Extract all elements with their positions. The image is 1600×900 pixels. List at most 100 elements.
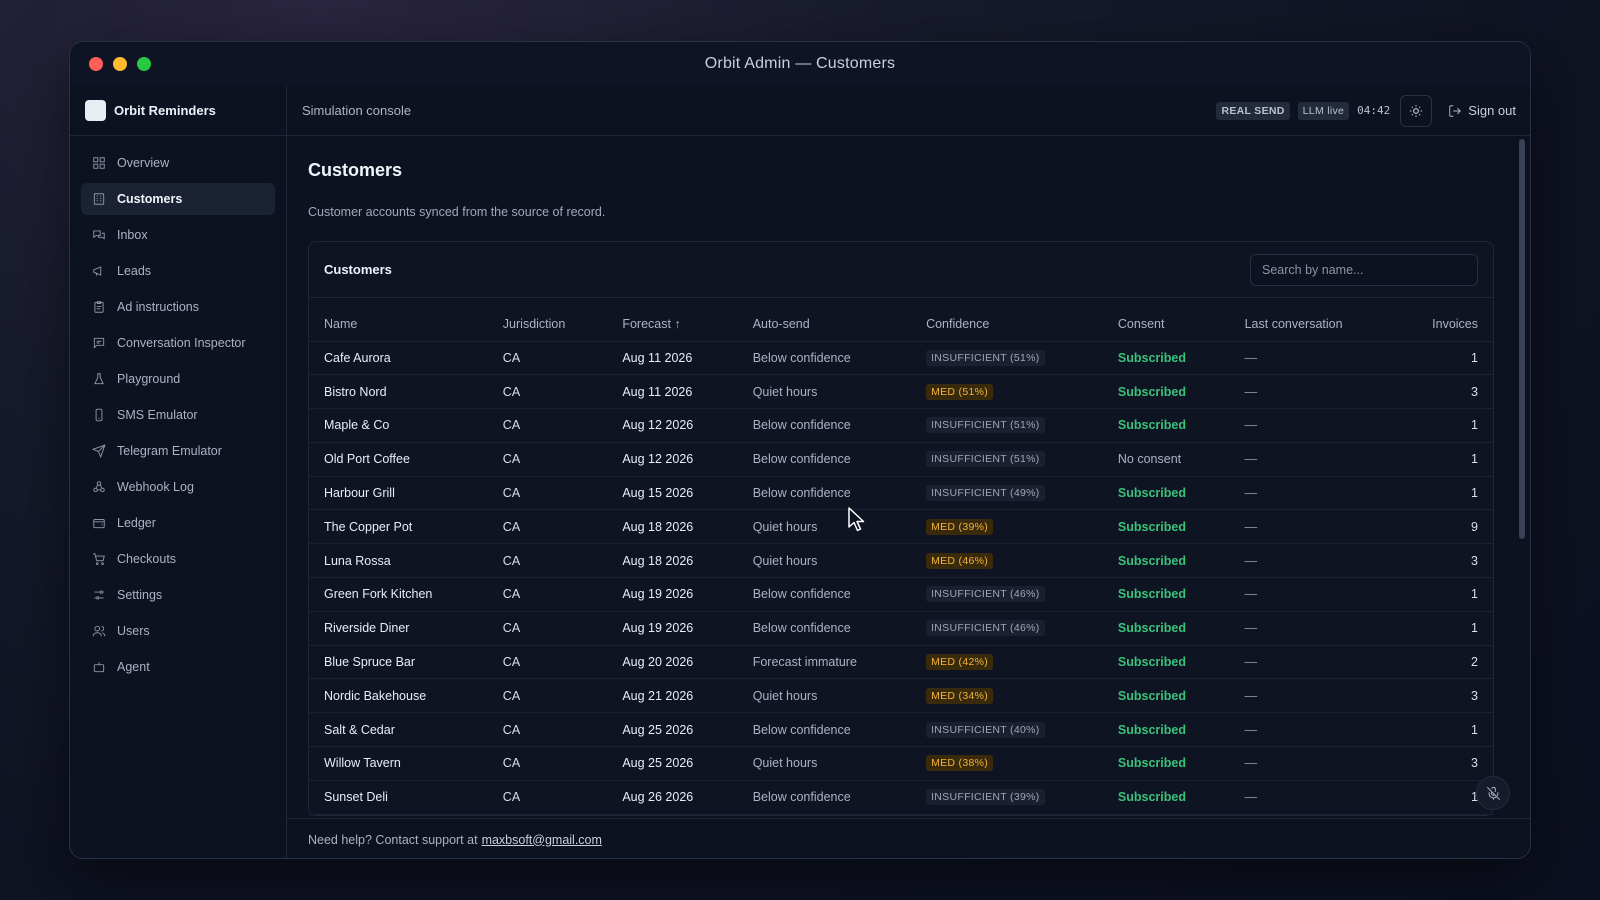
cell-last: —	[1229, 341, 1395, 376]
cell-jurisdiction: CA	[487, 577, 608, 612]
sidebar-item-customers[interactable]: Customers	[81, 183, 275, 215]
breadcrumb: Simulation console	[302, 103, 412, 118]
table-row[interactable]: Riverside Diner CA Aug 19 2026 Below confid…	[309, 611, 1493, 646]
column-header[interactable]: Jurisdiction	[487, 308, 608, 342]
mic-toggle-button[interactable]	[1476, 776, 1510, 810]
cell-confidence: INSUFFICIENT (46%)	[911, 611, 1103, 646]
confidence-badge: MED (38%)	[926, 755, 994, 772]
column-header[interactable]: Last conversation	[1229, 308, 1395, 342]
confidence-badge: MED (42%)	[926, 654, 994, 671]
sidebar-item-label: Ledger	[117, 516, 156, 530]
cell-last: —	[1229, 577, 1395, 612]
sign-out-icon	[1449, 104, 1462, 117]
sidebar-item-users[interactable]: Users	[81, 615, 275, 647]
sidebar-item-label: Customers	[117, 192, 183, 206]
sidebar-item-label: Conversation Inspector	[117, 336, 246, 350]
sidebar-item-telegram-emulator[interactable]: Telegram Emulator	[81, 435, 275, 467]
table-row[interactable]: Blue Spruce Bar CA Aug 20 2026 Forecast imm…	[309, 645, 1493, 680]
cell-name: The Copper Pot	[309, 509, 488, 545]
sidebar-item-overview[interactable]: Overview	[81, 147, 275, 179]
cell-last: —	[1229, 543, 1395, 579]
maximize-window-button[interactable]	[137, 57, 151, 71]
cell-confidence: MED (39%)	[911, 509, 1103, 545]
support-email-link[interactable]: maxbsoft@gmail.com	[481, 832, 602, 847]
cell-consent: Subscribed	[1102, 374, 1230, 410]
column-header[interactable]: Auto-send	[737, 308, 912, 342]
sidebar-item-settings[interactable]: Settings	[81, 579, 275, 611]
top-bar: Simulation console REAL SEND LLM live 04…	[287, 86, 1530, 136]
sidebar-item-checkouts[interactable]: Checkouts	[81, 543, 275, 575]
scrollbar-thumb[interactable]	[1519, 139, 1525, 539]
sidebar-item-ledger[interactable]: Ledger	[81, 507, 275, 539]
scrollbar-track[interactable]	[1519, 136, 1528, 818]
page-subtitle: Customer accounts synced from the source…	[308, 205, 606, 219]
sidebar-item-label: Inbox	[117, 228, 148, 242]
cell-last: —	[1229, 476, 1395, 511]
brand[interactable]: Orbit Reminders	[70, 86, 286, 136]
column-header[interactable]: Name	[309, 308, 488, 342]
cell-invoices: 1	[1394, 712, 1493, 748]
theme-toggle-button[interactable]	[1400, 94, 1433, 127]
cell-jurisdiction: CA	[487, 476, 608, 511]
table-row[interactable]: The Copper Pot CA Aug 18 2026 Quiet hours ME…	[309, 509, 1493, 545]
cell-name: Willow Tavern	[309, 746, 488, 781]
cell-invoices: 3	[1394, 678, 1493, 714]
column-header[interactable]: Forecast ↑	[607, 308, 738, 342]
cell-autosend: Quiet hours	[737, 543, 912, 579]
table-body: Cafe Aurora CA Aug 11 2026 Below confidence…	[309, 341, 1493, 815]
cell-name: Blue Spruce Bar	[309, 645, 488, 680]
table-row[interactable]: Willow Tavern CA Aug 25 2026 Quiet hours MED…	[309, 746, 1493, 781]
cell-forecast: Aug 11 2026	[607, 374, 738, 410]
bot-icon	[92, 660, 106, 674]
cell-invoices: 9	[1394, 509, 1493, 545]
cell-autosend: Below confidence	[737, 341, 912, 376]
cell-confidence: MED (38%)	[911, 746, 1103, 781]
column-header[interactable]: Confidence	[911, 308, 1103, 342]
close-window-button[interactable]	[89, 57, 103, 71]
cell-last: —	[1229, 780, 1395, 815]
cell-last: —	[1229, 611, 1395, 646]
confidence-badge: MED (39%)	[926, 518, 994, 535]
table-row[interactable]: Old Port Coffee CA Aug 12 2026 Below confid…	[309, 442, 1493, 477]
column-header[interactable]: Invoices	[1394, 308, 1493, 342]
cell-invoices: 1	[1394, 476, 1493, 511]
card-title: Customers	[324, 262, 392, 277]
sidebar-item-agent[interactable]: Agent	[81, 651, 275, 683]
table-row[interactable]: Maple & Co CA Aug 12 2026 Below confidence I…	[309, 408, 1493, 443]
sidebar-item-webhook-log[interactable]: Webhook Log	[81, 471, 275, 503]
sidebar-item-label: Checkouts	[117, 552, 177, 566]
sign-out-button[interactable]: Sign out	[1448, 103, 1516, 118]
table-row[interactable]: Nordic Bakehouse CA Aug 21 2026 Quiet hours…	[309, 678, 1493, 714]
sidebar-item-conversation-inspector[interactable]: Conversation Inspector	[81, 327, 275, 359]
sidebar-item-label: Users	[117, 624, 150, 638]
cell-invoices: 1	[1394, 577, 1493, 612]
cell-jurisdiction: CA	[487, 408, 608, 443]
table-row[interactable]: Green Fork Kitchen CA Aug 19 2026 Below con…	[309, 577, 1493, 612]
llm-status-badge: LLM live	[1297, 101, 1350, 120]
cell-consent: Subscribed	[1102, 408, 1230, 443]
cell-name: Cafe Aurora	[309, 341, 488, 376]
table-row[interactable]: Cafe Aurora CA Aug 11 2026 Below confidence…	[309, 341, 1493, 376]
column-header[interactable]: Consent	[1102, 308, 1230, 342]
table-row[interactable]: Salt & Cedar CA Aug 25 2026 Below confidenc…	[309, 712, 1493, 748]
sidebar-item-leads[interactable]: Leads	[81, 255, 275, 287]
sidebar-item-label: Leads	[117, 264, 152, 278]
customers-table: Name Jurisdiction Forecast ↑ Auto-send Confi…	[309, 308, 1493, 815]
search-input[interactable]	[1250, 253, 1478, 286]
sidebar-item-sms-emulator[interactable]: SMS Emulator	[81, 399, 275, 431]
cell-jurisdiction: CA	[487, 341, 608, 376]
cell-forecast: Aug 20 2026	[607, 645, 738, 680]
cell-consent: Subscribed	[1102, 746, 1230, 781]
table-row[interactable]: Bistro Nord CA Aug 11 2026 Quiet hours MED (…	[309, 374, 1493, 410]
table-row[interactable]: Luna Rossa CA Aug 18 2026 Quiet hours MED (4…	[309, 543, 1493, 579]
table-row[interactable]: Harbour Grill CA Aug 15 2026 Below confiden…	[309, 476, 1493, 511]
confidence-badge: INSUFFICIENT (51%)	[926, 451, 1045, 468]
footer: Need help? Contact support at maxbsoft@g…	[287, 818, 1530, 858]
sidebar-item-ad-instructions[interactable]: Ad instructions	[81, 291, 275, 323]
sign-out-label: Sign out	[1468, 103, 1516, 118]
sidebar-item-playground[interactable]: Playground	[81, 363, 275, 395]
table-row[interactable]: Sunset Deli CA Aug 26 2026 Below confidence…	[309, 780, 1493, 815]
minimize-window-button[interactable]	[113, 57, 127, 71]
sidebar-item-inbox[interactable]: Inbox	[81, 219, 275, 251]
confidence-badge: MED (46%)	[926, 552, 994, 569]
